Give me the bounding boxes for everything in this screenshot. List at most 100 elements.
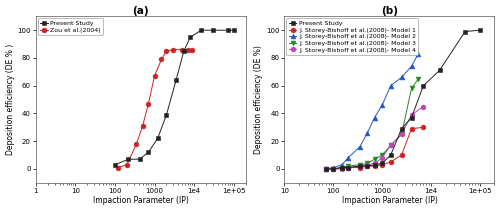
J. Storey-Bishoff et al.(2008)- Model 1 (339, 166, 345, 169)
J. Storey-Bishoff et al.(2008)- Model 4 (364, 164, 370, 166)
Zou et al.(2004) (152, 75, 158, 77)
Zou et al.(2004) (140, 125, 145, 127)
Present Study (181, 50, 187, 52)
Present Study (188, 36, 194, 38)
J. Storey-Bishoff et al.(2008)- Model 1 (388, 161, 394, 163)
J. Storey-Bishoff et al.(2008)- Model 3 (388, 144, 394, 147)
Present Study (146, 151, 152, 154)
J. Storey-Bishoff et al.(2008)- Model 4 (322, 168, 328, 170)
J. Storey-Bishoff et al.(2008)- Model 2 (416, 53, 422, 55)
J. Storey-Bishoff et al.(2008)- Model 4 (372, 162, 378, 165)
J. Storey-Bishoff et al.(2008)- Model 2 (339, 164, 345, 166)
Present Study (198, 29, 204, 31)
J. Storey-Bishoff et al.(2008)- Model 2 (330, 166, 336, 169)
Line: Present Study: Present Study (112, 28, 236, 167)
Present Study (379, 162, 385, 165)
X-axis label: Impaction Parameter (IP): Impaction Parameter (IP) (342, 196, 438, 206)
Present Study (372, 164, 378, 166)
J. Storey-Bishoff et al.(2008)- Model 3 (345, 165, 351, 167)
J. Storey-Bishoff et al.(2008)- Model 3 (339, 166, 345, 169)
J. Storey-Bishoff et al.(2008)- Model 1 (330, 168, 336, 170)
J. Storey-Bishoff et al.(2008)- Model 3 (364, 162, 370, 165)
J. Storey-Bishoff et al.(2008)- Model 2 (357, 145, 363, 148)
Present Study (164, 114, 170, 116)
X-axis label: Impaction Parameter (IP): Impaction Parameter (IP) (92, 196, 188, 206)
J. Storey-Bishoff et al.(2008)- Model 3 (330, 168, 336, 170)
J. Storey-Bishoff et al.(2008)- Model 2 (388, 84, 394, 87)
Present Study (476, 29, 482, 31)
Line: J. Storey-Bishoff et al.(2008)- Model 2: J. Storey-Bishoff et al.(2008)- Model 2 (324, 51, 420, 171)
Zou et al.(2004) (179, 48, 185, 51)
Line: J. Storey-Bishoff et al.(2008)- Model 3: J. Storey-Bishoff et al.(2008)- Model 3 (324, 76, 420, 171)
Present Study (408, 116, 414, 119)
J. Storey-Bishoff et al.(2008)- Model 3 (322, 168, 328, 170)
J. Storey-Bishoff et al.(2008)- Model 2 (379, 104, 385, 106)
Line: J. Storey-Bishoff et al.(2008)- Model 1: J. Storey-Bishoff et al.(2008)- Model 1 (324, 125, 426, 171)
J. Storey-Bishoff et al.(2008)- Model 2 (364, 132, 370, 134)
Present Study (420, 84, 426, 87)
J. Storey-Bishoff et al.(2008)- Model 3 (379, 154, 385, 156)
J. Storey-Bishoff et al.(2008)- Model 4 (420, 105, 426, 108)
J. Storey-Bishoff et al.(2008)- Model 1 (408, 127, 414, 130)
Legend: Present Study, Zou et al.(2004): Present Study, Zou et al.(2004) (38, 18, 103, 35)
Line: Present Study: Present Study (324, 28, 482, 171)
J. Storey-Bishoff et al.(2008)- Model 1 (398, 154, 404, 156)
J. Storey-Bishoff et al.(2008)- Model 4 (345, 166, 351, 169)
Line: Zou et al.(2004): Zou et al.(2004) (116, 47, 194, 170)
Present Study (322, 168, 328, 170)
Line: J. Storey-Bishoff et al.(2008)- Model 4: J. Storey-Bishoff et al.(2008)- Model 4 (324, 104, 426, 171)
Present Study (112, 164, 118, 166)
Present Study (154, 137, 160, 140)
J. Storey-Bishoff et al.(2008)- Model 3 (372, 158, 378, 161)
J. Storey-Bishoff et al.(2008)- Model 3 (416, 77, 422, 80)
J. Storey-Bishoff et al.(2008)- Model 4 (388, 144, 394, 147)
Present Study (126, 158, 132, 161)
J. Storey-Bishoff et al.(2008)- Model 4 (398, 133, 404, 135)
Present Study (388, 154, 394, 156)
Zou et al.(2004) (124, 164, 130, 166)
Title: (a): (a) (132, 5, 149, 16)
Y-axis label: Deposition efficiency (DE % ): Deposition efficiency (DE % ) (6, 44, 15, 155)
Present Study (230, 29, 236, 31)
Present Study (136, 158, 142, 161)
J. Storey-Bishoff et al.(2008)- Model 1 (322, 168, 328, 170)
Present Study (364, 165, 370, 167)
J. Storey-Bishoff et al.(2008)- Model 3 (357, 164, 363, 166)
Present Study (398, 127, 404, 130)
J. Storey-Bishoff et al.(2008)- Model 4 (330, 168, 336, 170)
J. Storey-Bishoff et al.(2008)- Model 4 (339, 168, 345, 170)
J. Storey-Bishoff et al.(2008)- Model 1 (345, 166, 351, 169)
J. Storey-Bishoff et al.(2008)- Model 4 (379, 157, 385, 159)
J. Storey-Bishoff et al.(2008)- Model 2 (408, 65, 414, 68)
J. Storey-Bishoff et al.(2008)- Model 1 (357, 166, 363, 169)
J. Storey-Bishoff et al.(2008)- Model 3 (398, 133, 404, 135)
J. Storey-Bishoff et al.(2008)- Model 4 (357, 165, 363, 167)
J. Storey-Bishoff et al.(2008)- Model 1 (364, 165, 370, 167)
Present Study (436, 69, 442, 72)
Title: (b): (b) (381, 5, 398, 16)
Present Study (462, 30, 468, 33)
J. Storey-Bishoff et al.(2008)- Model 2 (322, 168, 328, 170)
Present Study (357, 165, 363, 167)
Zou et al.(2004) (158, 58, 164, 61)
Present Study (345, 166, 351, 169)
Present Study (224, 29, 230, 31)
Zou et al.(2004) (164, 50, 170, 52)
Zou et al.(2004) (146, 103, 152, 105)
J. Storey-Bishoff et al.(2008)- Model 1 (372, 165, 378, 167)
Zou et al.(2004) (185, 48, 191, 51)
Y-axis label: Deposition efficiency (DE %): Deposition efficiency (DE %) (254, 45, 264, 154)
J. Storey-Bishoff et al.(2008)- Model 3 (408, 87, 414, 90)
Zou et al.(2004) (170, 48, 176, 51)
J. Storey-Bishoff et al.(2008)- Model 2 (398, 76, 404, 79)
Present Study (173, 79, 179, 81)
J. Storey-Bishoff et al.(2008)- Model 4 (408, 114, 414, 116)
J. Storey-Bishoff et al.(2008)- Model 1 (420, 126, 426, 128)
Zou et al.(2004) (190, 48, 196, 51)
Legend: Present Study, J. Storey-Bishoff et al.(2008)- Model 1, J. Storey-Bishoff et al.: Present Study, J. Storey-Bishoff et al.(… (286, 18, 418, 55)
J. Storey-Bishoff et al.(2008)- Model 2 (372, 116, 378, 119)
J. Storey-Bishoff et al.(2008)- Model 1 (379, 164, 385, 166)
Zou et al.(2004) (115, 166, 121, 169)
J. Storey-Bishoff et al.(2008)- Model 2 (345, 157, 351, 159)
Present Study (330, 168, 336, 170)
